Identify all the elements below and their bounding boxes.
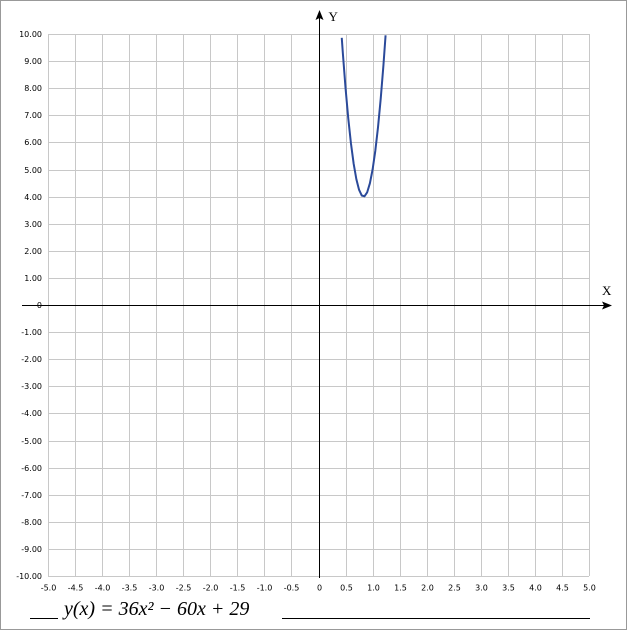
x-tick-label: -0.5 bbox=[284, 584, 300, 593]
x-tick-label: 2.5 bbox=[448, 584, 461, 593]
x-tick-label: 4.5 bbox=[556, 584, 569, 593]
y-tick-label: -5.00 bbox=[21, 437, 42, 446]
x-tick-label: 3.0 bbox=[475, 584, 488, 593]
y-tick-label: -4.00 bbox=[21, 409, 42, 418]
y-tick-label: -3.00 bbox=[21, 382, 42, 391]
y-tick-label: 1.00 bbox=[24, 274, 42, 283]
y-tick-label: 2.00 bbox=[24, 247, 42, 256]
y-axis-label: Y bbox=[329, 9, 339, 24]
x-tick-label: -2.0 bbox=[203, 584, 219, 593]
x-tick-label: -5.0 bbox=[41, 584, 57, 593]
x-tick-label: -4.5 bbox=[68, 584, 84, 593]
x-tick-label: 1.5 bbox=[394, 584, 407, 593]
y-tick-label: -2.00 bbox=[21, 355, 42, 364]
y-tick-label: 5.00 bbox=[24, 166, 42, 175]
y-tick-label: -1.00 bbox=[21, 328, 42, 337]
x-tick-label: 1.0 bbox=[367, 584, 380, 593]
y-tick-label: 8.00 bbox=[24, 84, 42, 93]
formula: y(x) = 36x² − 60x + 29 bbox=[62, 598, 249, 620]
y-tick-label: 10.00 bbox=[19, 30, 42, 39]
y-tick-label: 6.00 bbox=[24, 138, 42, 147]
x-tick-label: -2.5 bbox=[176, 584, 192, 593]
x-tick-label: 0.5 bbox=[340, 584, 353, 593]
x-tick-label: -1.5 bbox=[230, 584, 246, 593]
x-tick-label: 2.0 bbox=[421, 584, 434, 593]
x-tick-label: -1.0 bbox=[257, 584, 273, 593]
y-axis-arrow bbox=[315, 10, 324, 20]
x-tick-label: -3.5 bbox=[122, 584, 138, 593]
y-tick-label: -9.00 bbox=[21, 545, 42, 554]
x-axis-arrow bbox=[602, 301, 612, 310]
curve bbox=[340, 35, 387, 198]
y-tick-label: -10.00 bbox=[16, 572, 42, 581]
y-tick-label: 7.00 bbox=[24, 111, 42, 120]
y-tick-label: 9.00 bbox=[24, 57, 42, 66]
y-tick-label: 4.00 bbox=[24, 193, 42, 202]
y-tick-label: -7.00 bbox=[21, 491, 42, 500]
y-tick-label: -6.00 bbox=[21, 464, 42, 473]
x-tick-label: -4.0 bbox=[95, 584, 111, 593]
y-tick-label: 3.00 bbox=[24, 220, 42, 229]
y-tick-label: -8.00 bbox=[21, 518, 42, 527]
x-tick-label: 3.5 bbox=[502, 584, 515, 593]
x-tick-label: 4.0 bbox=[529, 584, 542, 593]
x-tick-label: -3.0 bbox=[149, 584, 165, 593]
x-axis-label: X bbox=[602, 283, 612, 298]
x-tick-label: 5.0 bbox=[583, 584, 596, 593]
x-tick-label: 0 bbox=[317, 584, 322, 593]
